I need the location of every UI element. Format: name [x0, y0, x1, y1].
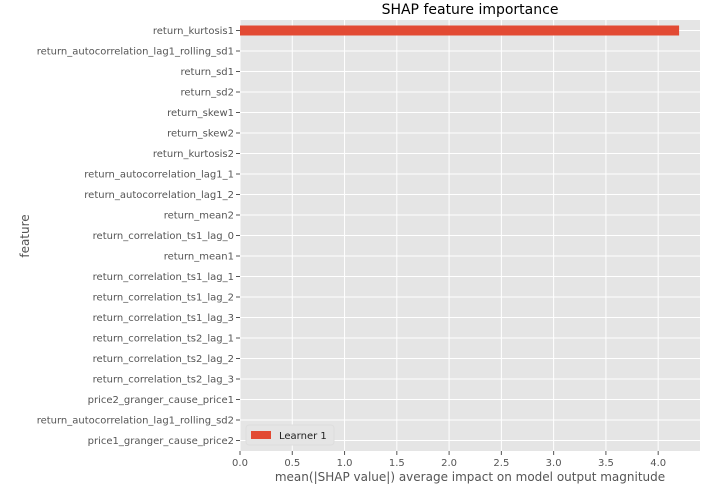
- y-tick-label: return_mean2: [164, 211, 234, 222]
- x-tick-label: 2.0: [441, 458, 457, 469]
- x-tick-label: 1.0: [337, 458, 353, 469]
- bar: [240, 25, 680, 36]
- x-tick-label: 4.0: [650, 458, 666, 469]
- y-tick-label: return_correlation_ts2_lag_2: [93, 354, 234, 365]
- y-tick-label: return_correlation_ts1_lag_2: [93, 293, 234, 304]
- y-tick-label: return_mean1: [164, 252, 234, 263]
- y-tick-label: return_kurtosis2: [153, 149, 234, 160]
- x-tick-label: 2.5: [493, 458, 509, 469]
- x-tick-label: 0.0: [232, 458, 248, 469]
- legend-label: Learner 1: [279, 431, 327, 442]
- y-tick-label: return_correlation_ts2_lag_3: [93, 375, 234, 386]
- y-tick-label: return_autocorrelation_lag1_rolling_sd2: [37, 416, 234, 427]
- legend-box: [245, 424, 335, 446]
- y-tick-label: return_correlation_ts1_lag_1: [93, 272, 234, 283]
- x-tick-label: 3.0: [546, 458, 562, 469]
- y-tick-label: return_correlation_ts1_lag_0: [93, 231, 234, 242]
- y-tick-label: return_autocorrelation_lag1_1: [84, 170, 234, 181]
- y-tick-label: return_sd2: [181, 88, 235, 99]
- chart-title: SHAP feature importance: [382, 2, 559, 18]
- y-tick-label: return_sd1: [181, 67, 235, 78]
- x-tick-label: 1.5: [389, 458, 405, 469]
- legend: Learner 1: [245, 424, 335, 446]
- x-tick-label: 3.5: [598, 458, 614, 469]
- x-axis-title: mean(|SHAP value|) average impact on mod…: [275, 470, 665, 484]
- y-tick-label: return_autocorrelation_lag1_rolling_sd1: [37, 47, 234, 58]
- y-tick-label: return_skew1: [167, 108, 234, 119]
- y-tick-label: price2_granger_cause_price1: [88, 395, 234, 406]
- y-axis-title: feature: [18, 214, 32, 257]
- y-tick-label: price1_granger_cause_price2: [88, 436, 234, 447]
- legend-swatch: [251, 431, 271, 439]
- y-tick-label: return_skew2: [167, 129, 234, 140]
- y-tick-label: return_kurtosis1: [153, 26, 234, 37]
- plot-area: 0.0 0.5 1.0 1.5 2.0 2.5 3.0 3.5 4.0 return_kurtos…: [37, 20, 700, 469]
- y-tick-label: return_correlation_ts2_lag_1: [93, 334, 234, 345]
- y-tick-label: return_correlation_ts1_lag_3: [93, 313, 234, 324]
- y-tick-label: return_autocorrelation_lag1_2: [84, 190, 234, 201]
- x-tick-label: 0.5: [284, 458, 300, 469]
